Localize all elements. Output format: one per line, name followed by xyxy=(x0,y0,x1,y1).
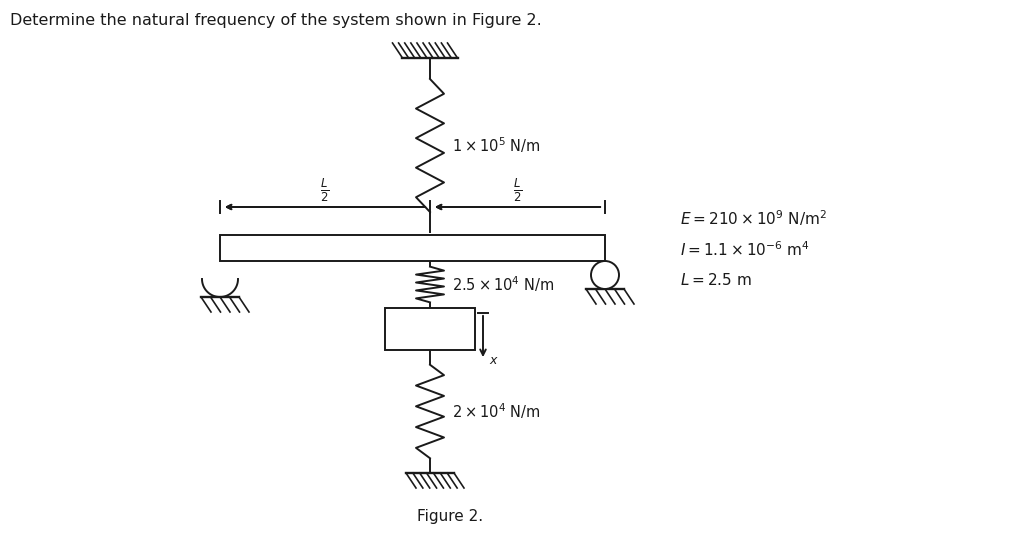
Text: $I = 1.1 \times 10^{-6}$ m$^4$: $I = 1.1 \times 10^{-6}$ m$^4$ xyxy=(680,240,810,259)
Text: $1 \times 10^5$ N/m: $1 \times 10^5$ N/m xyxy=(452,136,541,155)
Text: $E = 210 \times 10^9$ N/m$^2$: $E = 210 \times 10^9$ N/m$^2$ xyxy=(680,208,827,228)
Bar xyxy=(220,235,605,261)
Text: $2 \times 10^4$ N/m: $2 \times 10^4$ N/m xyxy=(452,402,541,421)
Text: $2.5 \times 10^4$ N/m: $2.5 \times 10^4$ N/m xyxy=(452,275,554,294)
Text: $x$: $x$ xyxy=(489,354,499,367)
Text: 100 kg: 100 kg xyxy=(401,322,455,336)
Text: Figure 2.: Figure 2. xyxy=(417,508,483,523)
Circle shape xyxy=(591,261,618,289)
Text: $L = 2.5$ m: $L = 2.5$ m xyxy=(680,272,752,288)
Bar xyxy=(385,308,475,350)
Text: $\frac{L}{2}$: $\frac{L}{2}$ xyxy=(513,176,522,204)
Text: $\frac{L}{2}$: $\frac{L}{2}$ xyxy=(321,176,330,204)
Text: Determine the natural frequency of the system shown in Figure 2.: Determine the natural frequency of the s… xyxy=(10,13,542,28)
